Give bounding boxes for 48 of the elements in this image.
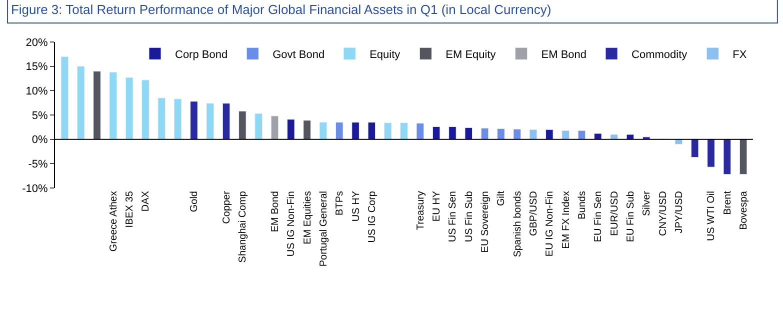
x-tick-label: EU HY (432, 190, 443, 222)
legend-label: EM Equity (446, 48, 496, 61)
x-tick-label: EU Sovereign (480, 191, 492, 253)
x-tick-label: Treasury (415, 191, 426, 230)
x-tick-label: Shanghai Comp (238, 190, 249, 263)
x-tick-label: BTPs (334, 191, 346, 216)
x-tick-label: Brent (722, 190, 734, 215)
x-tick-label: US Fin Sen (448, 191, 459, 242)
legend-label: Govt Bond (272, 48, 325, 61)
x-tick-label: Spanish bonds (512, 191, 524, 258)
x-tick-label: EM FX Index (560, 191, 572, 249)
x-tick-label: EUR/USD (609, 191, 620, 236)
x-tick-label: Gold (189, 191, 200, 212)
y-tick-label: 0% (32, 134, 48, 146)
x-tick-label: CNY/USD (658, 191, 669, 236)
legend-label: EM Bond (541, 48, 587, 61)
x-tick-label: Bunds (576, 191, 588, 220)
x-tick-label: EU Fin Sub (625, 190, 636, 242)
x-tick-label: EU Fin Sen (593, 191, 604, 242)
x-tick-label: DAX (140, 190, 152, 212)
y-tick-label: 10% (26, 86, 48, 98)
x-tick-label: Copper (222, 190, 233, 224)
x-tick-label: US WTI Oil (706, 191, 718, 241)
x-tick-label: GBP/USD (528, 191, 540, 236)
x-tick-label: Silver (642, 190, 653, 216)
x-tick-label: US HY (350, 190, 362, 222)
y-tick-label: 20% (26, 36, 48, 49)
y-tick-label: 5% (32, 110, 48, 122)
x-tick-label: IBEX 35 (124, 190, 136, 228)
y-tick-label: -5% (28, 158, 48, 171)
x-tick-label: US Fin Sub (464, 190, 475, 242)
legend-label: Corp Bond (175, 48, 228, 61)
chart-title: Figure 3: Total Return Performance of Major Global Financial Assets in Q1 (in Local Currency) (10, 2, 552, 18)
legend-label: Equity (370, 48, 401, 61)
y-tick-label: -10% (22, 182, 48, 195)
y-tick-label: 15% (26, 61, 48, 74)
x-tick-label: Greece Athex (108, 191, 120, 252)
x-tick-label: US IG Corp (366, 190, 378, 243)
x-tick-label: US IG Non-Fin (286, 191, 298, 257)
x-tick-label: EM Equities (302, 191, 314, 244)
x-tick-label: JPY/USD (674, 191, 685, 234)
x-tick-label: Portugal General (318, 191, 330, 267)
legend-label: FX (732, 48, 748, 61)
x-tick-label: Gilt (496, 190, 508, 206)
x-tick-label: EM Bond (270, 191, 281, 232)
x-tick-label: EU IG Non-Fin (544, 191, 556, 257)
legend-label: Commodity (632, 48, 688, 61)
x-tick-label: Bovespa (738, 190, 750, 230)
